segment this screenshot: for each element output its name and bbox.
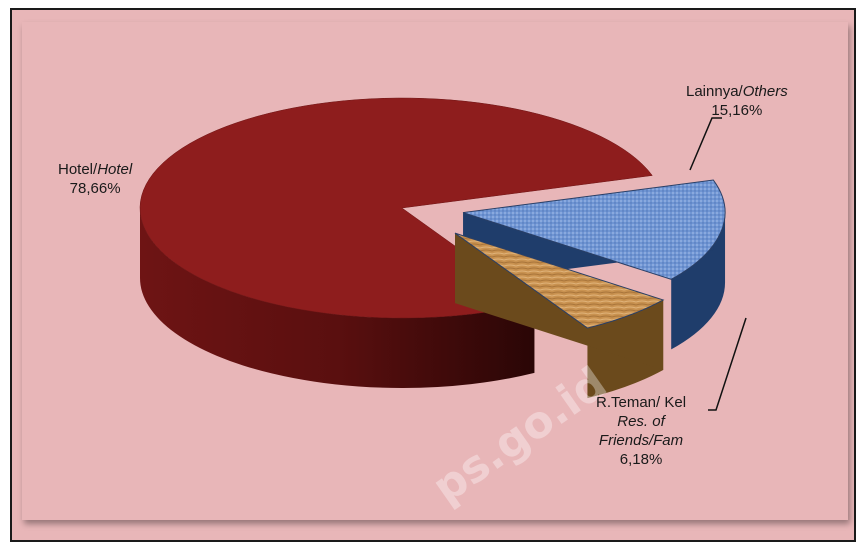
slice-friends — [454, 232, 665, 329]
others-value: 15,16% — [711, 102, 763, 119]
slice-label-hotel: Hotel/Hotel 78,66% — [58, 160, 132, 198]
hotel-name: Hotel/Hotel — [58, 161, 133, 178]
slice-hotel-side — [139, 208, 535, 388]
leader-line-others — [689, 117, 722, 171]
friends-name-3: Friends/Fam — [598, 432, 684, 449]
slice-others — [462, 179, 726, 280]
friends-name-2: Res. of — [617, 413, 665, 430]
slice-others-side — [671, 212, 726, 350]
slice-label-friends: R.Teman/ Kel Res. of Friends/Fam 6,18% — [596, 393, 686, 469]
hotel-value: 78,66% — [69, 180, 121, 197]
leader-line-friends — [708, 317, 747, 411]
slice-hotel — [139, 97, 653, 319]
slice-label-others: Lainnya/Others 15,16% — [686, 82, 788, 120]
friends-value: 6,18% — [619, 451, 663, 468]
friends-name: R.Teman/ Kel — [596, 394, 687, 411]
others-name: Lainnya/Others — [686, 83, 788, 100]
